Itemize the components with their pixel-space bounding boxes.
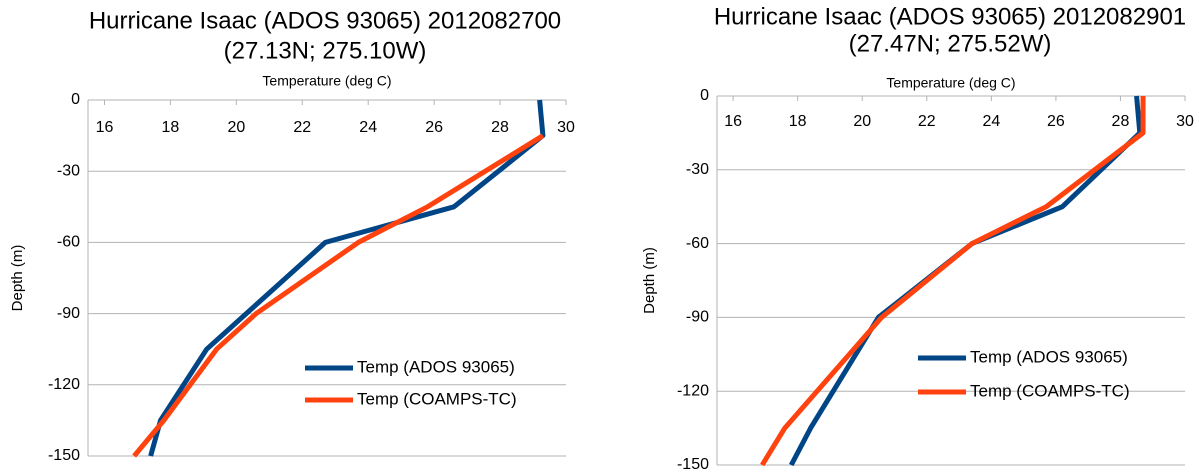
y-tick-label: -90	[57, 305, 80, 322]
x-tick-label: 16	[96, 119, 114, 136]
legend-label: Temp (COAMPS-TC)	[357, 389, 517, 408]
legend-label: Temp (COAMPS-TC)	[970, 381, 1130, 400]
chart-subtitle: (27.47N; 275.52W)	[849, 30, 1052, 57]
x-axis-label: Temperature (deg C)	[886, 75, 1015, 91]
data-line	[789, 95, 1143, 467]
y-tick-label: -120	[48, 376, 80, 393]
x-tick-label: 26	[425, 119, 443, 136]
x-tick-label: 18	[162, 119, 180, 136]
y-tick-label: 0	[700, 87, 709, 104]
y-tick-label: -30	[57, 162, 80, 179]
data-line	[760, 96, 1146, 467]
chart-title: Hurricane Isaac (ADOS 93065) 2012082700	[89, 7, 561, 34]
y-tick-label: -150	[677, 456, 709, 473]
x-tick-label: 28	[1112, 113, 1130, 130]
x-tick-label: 30	[557, 119, 575, 136]
x-tick-label: 30	[1176, 113, 1194, 130]
x-tick-label: 20	[853, 113, 871, 130]
x-tick-label: 20	[227, 119, 245, 136]
x-tick-label: 26	[1047, 113, 1065, 130]
x-tick-label: 16	[724, 113, 742, 130]
chart-title: Hurricane Isaac (ADOS 93065) 2012082901	[714, 3, 1186, 30]
legend-label: Temp (ADOS 93065)	[970, 347, 1128, 366]
y-axis-label: Depth (m)	[641, 247, 658, 314]
y-tick-label: -30	[686, 161, 709, 178]
x-tick-label: 24	[982, 113, 1000, 130]
legend-label: Temp (ADOS 93065)	[357, 357, 515, 376]
data-line	[132, 133, 545, 458]
y-tick-label: -150	[48, 447, 80, 464]
y-tick-label: -90	[686, 309, 709, 326]
x-tick-label: 28	[491, 119, 509, 136]
y-tick-label: -60	[57, 234, 80, 251]
y-axis-label: Depth (m)	[9, 245, 26, 312]
y-tick-label: -60	[686, 235, 709, 252]
y-tick-label: 0	[71, 91, 80, 108]
x-tick-label: 18	[789, 113, 807, 130]
x-tick-label: 24	[359, 119, 377, 136]
x-axis-label: Temperature (deg C)	[262, 73, 391, 89]
x-tick-label: 22	[918, 113, 936, 130]
x-tick-label: 22	[293, 119, 311, 136]
y-tick-label: -120	[677, 382, 709, 399]
chart-subtitle: (27.13N; 275.10W)	[224, 37, 427, 64]
